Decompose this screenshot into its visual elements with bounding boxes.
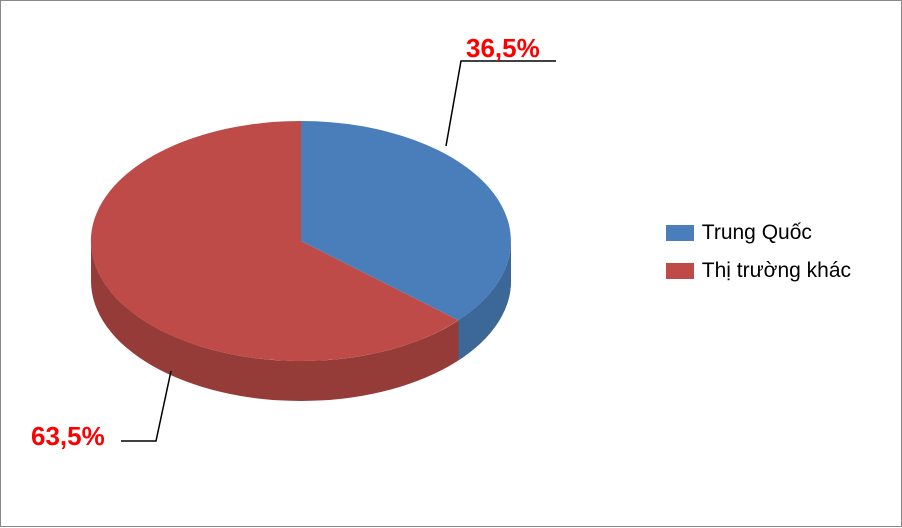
legend-label: Thị trường khác — [702, 259, 851, 283]
data-label-blue: 36,5% — [466, 33, 540, 64]
legend-swatch-red — [666, 263, 694, 279]
data-label-red: 63,5% — [31, 421, 105, 452]
chart-container: 36,5% 63,5% Trung Quốc Thị trường khác — [0, 0, 902, 527]
legend: Trung Quốc Thị trường khác — [666, 221, 851, 297]
legend-label: Trung Quốc — [702, 221, 812, 245]
legend-swatch-blue — [666, 225, 694, 241]
legend-item-blue: Trung Quốc — [666, 221, 851, 245]
legend-item-red: Thị trường khác — [666, 259, 851, 283]
pie-chart — [71, 81, 531, 431]
